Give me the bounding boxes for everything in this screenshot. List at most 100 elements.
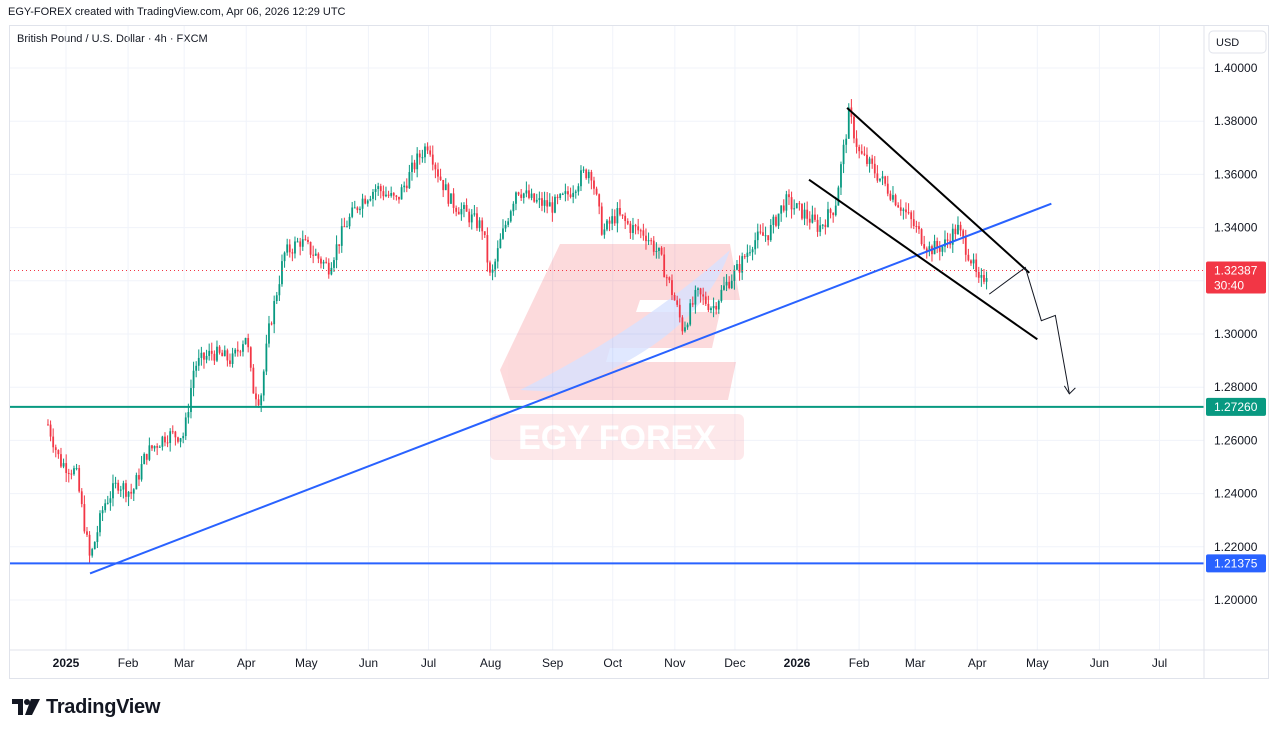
- candle-body: [288, 244, 291, 253]
- x-tick-label: May: [1026, 656, 1049, 670]
- candle-body: [67, 472, 70, 474]
- chart-frame: [9, 25, 1269, 679]
- candle-body: [283, 252, 286, 262]
- candle-body: [174, 431, 177, 438]
- candle-body: [377, 186, 380, 190]
- candle-body: [109, 498, 112, 503]
- candle-body: [223, 350, 226, 357]
- x-tick-label: Sep: [542, 656, 564, 670]
- candle-body: [151, 445, 153, 449]
- candle-body: [416, 153, 419, 170]
- candle-body: [153, 446, 156, 449]
- candle-body: [106, 502, 109, 504]
- candle-body: [463, 204, 465, 209]
- candle-body: [470, 214, 473, 223]
- candle-body: [595, 188, 598, 195]
- candle-body: [335, 244, 338, 261]
- candle-body: [811, 214, 814, 223]
- candle-body: [158, 446, 161, 448]
- candle-body: [746, 252, 749, 258]
- candle-body: [372, 191, 374, 199]
- candle-body: [366, 200, 369, 204]
- candle-body: [515, 192, 517, 204]
- candle-body: [629, 223, 632, 233]
- candle-body: [80, 491, 83, 505]
- candle-body: [551, 202, 554, 213]
- candle-body: [964, 237, 967, 255]
- candle-body: [902, 209, 905, 211]
- candle-body: [769, 224, 772, 241]
- candle-body: [346, 226, 348, 228]
- candle-body: [798, 203, 801, 205]
- candle-body: [91, 549, 94, 556]
- x-tick-label: Apr: [968, 656, 987, 670]
- symbol-legend[interactable]: British Pound / U.S. Dollar · 4h · FXCM: [17, 33, 208, 45]
- candle-body: [359, 208, 361, 211]
- candle-body: [405, 185, 408, 189]
- candle-body: [364, 198, 367, 204]
- candle-body: [970, 260, 972, 264]
- candle-body: [788, 194, 790, 198]
- candle-body: [390, 193, 393, 196]
- candle-body: [179, 438, 182, 442]
- candle-body: [231, 353, 234, 364]
- candle-body: [616, 208, 619, 224]
- candle-body: [975, 259, 978, 272]
- candle-body: [972, 259, 975, 264]
- candle-body: [184, 417, 187, 437]
- candle-body: [533, 193, 536, 202]
- candle-body: [164, 436, 166, 443]
- candle-body: [928, 246, 931, 252]
- candle-body: [730, 280, 733, 288]
- candle-body: [78, 468, 81, 492]
- x-tick-label: Jun: [1090, 656, 1109, 670]
- candle-body: [920, 229, 923, 245]
- tradingview-logo[interactable]: TradingView: [12, 696, 160, 718]
- candle-body: [221, 352, 224, 357]
- candle-body: [743, 256, 746, 258]
- candle-body: [265, 343, 268, 372]
- candle-body: [853, 116, 855, 139]
- candle-body: [528, 190, 530, 198]
- candle-body: [187, 412, 190, 418]
- candle-body: [749, 252, 751, 254]
- x-tick-label: Mar: [905, 656, 926, 670]
- y-tick-label: 1.34000: [1214, 221, 1258, 235]
- candle-body: [398, 196, 400, 200]
- candle-body: [509, 211, 512, 222]
- candle-body: [845, 138, 848, 145]
- candle-body: [567, 191, 569, 195]
- candle-body: [915, 226, 918, 228]
- candle-body: [580, 170, 582, 187]
- candle-body: [348, 216, 351, 227]
- candle-body: [177, 437, 179, 442]
- candle-body: [554, 196, 556, 213]
- y-tick-label: 1.20000: [1214, 593, 1258, 607]
- candle-body: [707, 303, 710, 311]
- candle-body: [374, 189, 377, 192]
- candle-body: [320, 258, 322, 264]
- y-tick-label: 1.40000: [1214, 61, 1258, 75]
- tradingview-logo-icon: [12, 699, 40, 715]
- candle-body: [639, 230, 642, 232]
- watermark-logo: EGY FOREX: [490, 244, 744, 460]
- candle-body: [135, 475, 138, 490]
- candle-body: [842, 144, 845, 165]
- candle-body: [905, 209, 907, 213]
- candle-body: [704, 296, 707, 304]
- candle-body: [668, 277, 671, 281]
- candle-body: [444, 184, 447, 191]
- candle-body: [613, 216, 616, 224]
- candle-body: [530, 193, 533, 198]
- candle-body: [806, 209, 809, 219]
- candle-body: [252, 367, 255, 394]
- candle-body: [502, 228, 504, 239]
- candle-body: [759, 231, 762, 233]
- candle-body: [860, 151, 863, 154]
- candle-body: [114, 482, 117, 484]
- candle-body: [658, 247, 660, 251]
- candle-body: [663, 254, 666, 278]
- candle-body: [980, 275, 983, 278]
- candle-body: [686, 324, 689, 328]
